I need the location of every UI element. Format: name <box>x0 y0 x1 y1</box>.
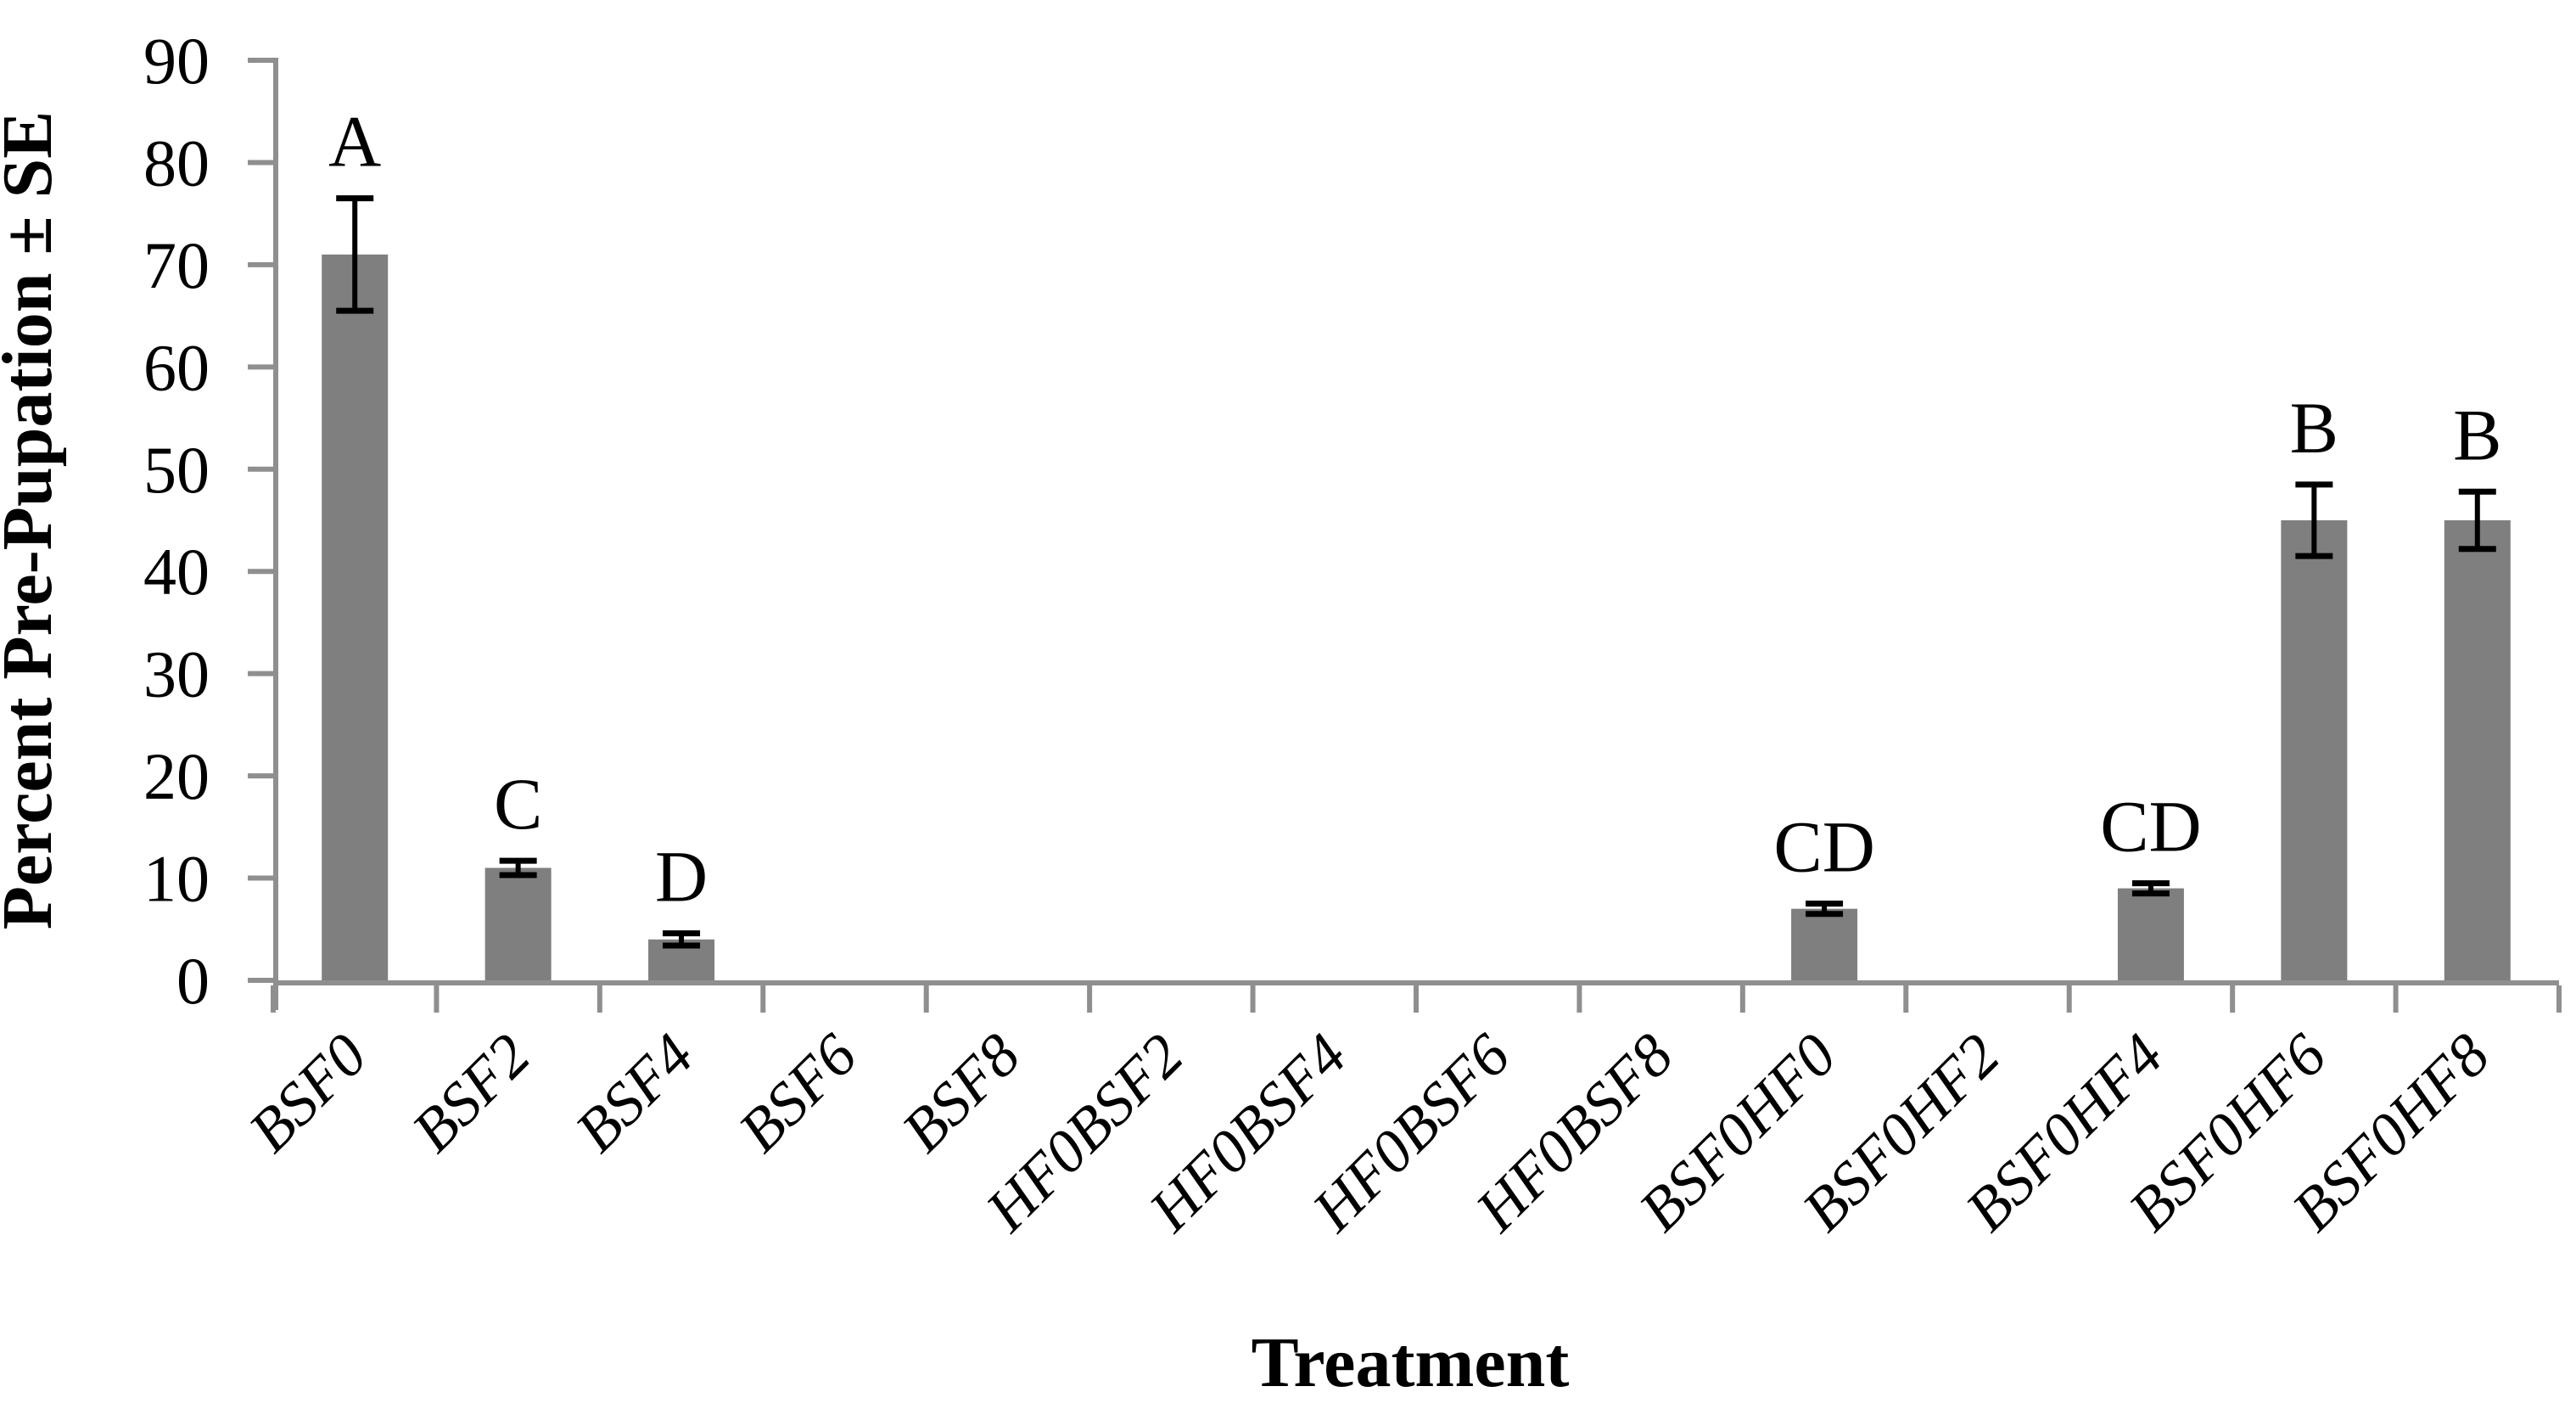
y-tick-label: 80 <box>143 126 210 199</box>
y-tick-label: 50 <box>143 433 210 507</box>
plot-area: 0 10 20 30 40 50 60 70 80 90 A BSF0 C BSF2 D BSF4 BSF6 BS… <box>143 24 2562 1244</box>
x-category-label: BSF0 <box>236 1021 380 1165</box>
x-category-label: BSF8 <box>889 1021 1033 1165</box>
y-tick-label: 90 <box>143 24 210 98</box>
bar <box>2281 520 2348 980</box>
significance-letter: CD <box>1773 806 1874 888</box>
bar <box>322 254 389 980</box>
y-axis-title: Percent Pre-Pupation ± SE <box>0 111 67 930</box>
y-tick-label: 30 <box>143 637 210 711</box>
y-tick-label: 60 <box>143 330 210 404</box>
significance-letter: B <box>2290 387 2338 469</box>
significance-letter: B <box>2453 394 2501 475</box>
y-tick-label: 10 <box>143 842 210 916</box>
bar <box>484 867 552 980</box>
y-tick-label: 70 <box>143 228 210 302</box>
x-category-label: BSF6 <box>725 1021 870 1165</box>
bar <box>2117 888 2184 980</box>
y-tick-label: 20 <box>143 739 210 813</box>
x-category-label: BSF4 <box>563 1021 707 1165</box>
y-tick-label: 0 <box>176 944 210 1018</box>
significance-letter: D <box>655 836 708 918</box>
bar <box>1791 908 1858 980</box>
x-category-label: BSF2 <box>399 1021 543 1165</box>
y-tick-label: 40 <box>143 535 210 609</box>
bar <box>2444 520 2511 980</box>
significance-letter: C <box>494 763 542 845</box>
significance-letter: CD <box>2100 786 2201 867</box>
x-axis-title: Treatment <box>1252 1323 1570 1402</box>
significance-letter: A <box>328 101 381 182</box>
